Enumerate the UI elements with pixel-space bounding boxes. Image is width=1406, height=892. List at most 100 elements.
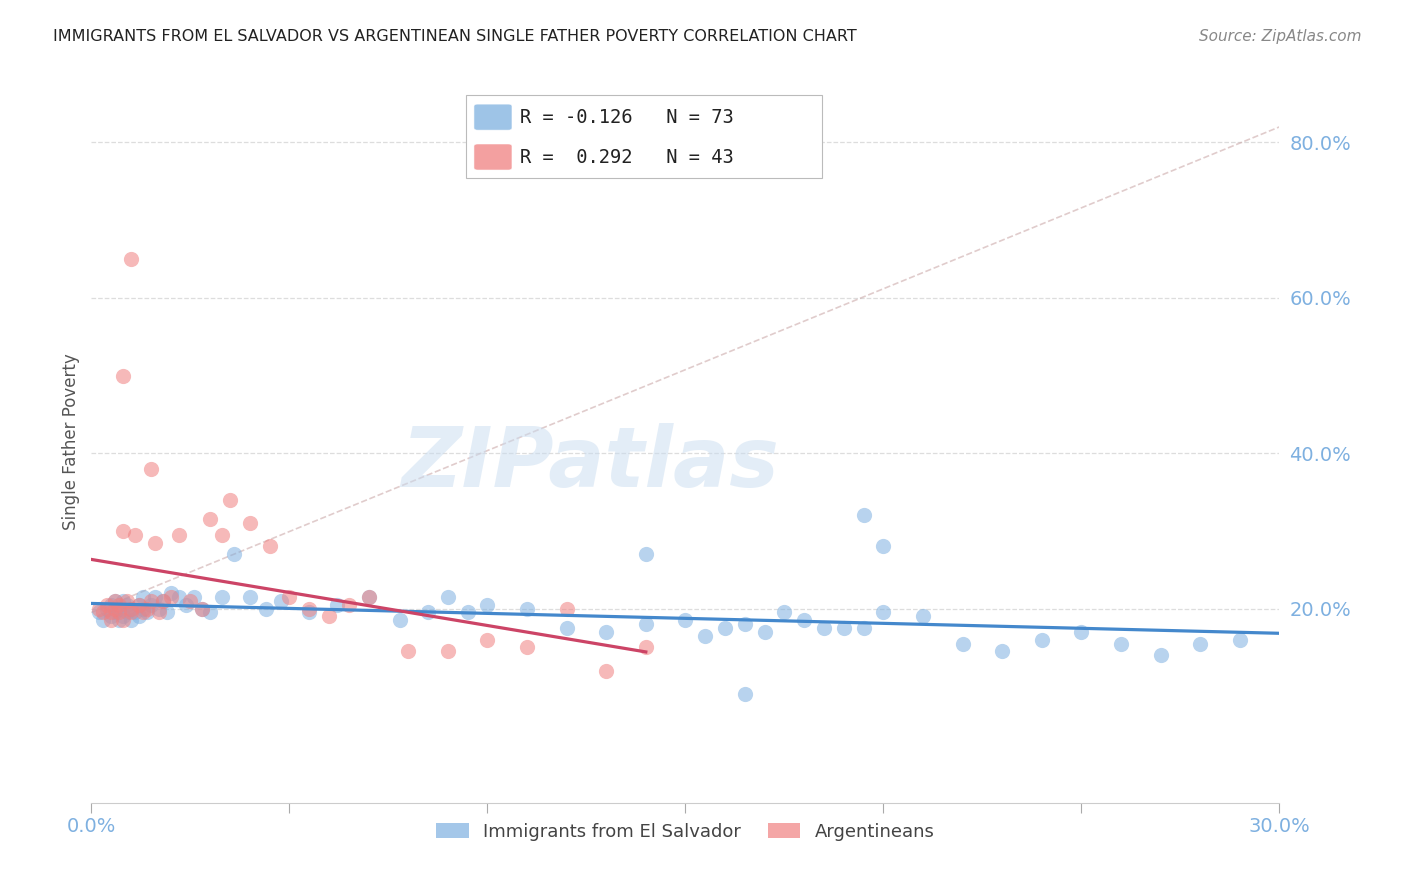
Legend: Immigrants from El Salvador, Argentineans: Immigrants from El Salvador, Argentinean… <box>429 815 942 848</box>
Point <box>298 606 321 620</box>
Point <box>1109 636 1132 650</box>
Point <box>1229 632 1251 647</box>
Point <box>183 590 205 604</box>
Point <box>91 606 114 620</box>
Point <box>115 598 138 612</box>
Text: R = -0.126   N = 73: R = -0.126 N = 73 <box>520 108 734 127</box>
Point <box>108 613 131 627</box>
Point <box>128 598 150 612</box>
Point <box>120 613 142 627</box>
Point <box>135 601 157 615</box>
Point <box>852 508 875 523</box>
Point <box>135 606 157 620</box>
Point <box>734 687 756 701</box>
FancyBboxPatch shape <box>474 104 512 130</box>
Point <box>634 617 657 632</box>
Point <box>152 594 174 608</box>
Point <box>191 601 214 615</box>
Point <box>100 613 122 627</box>
Point <box>143 535 166 549</box>
Point <box>124 528 146 542</box>
Point <box>219 492 242 507</box>
Point <box>115 606 138 620</box>
Point <box>139 594 162 608</box>
Point <box>298 601 321 615</box>
Point <box>100 609 122 624</box>
Point <box>436 644 458 658</box>
Point <box>176 598 198 612</box>
Point <box>259 540 281 554</box>
Point <box>96 601 118 615</box>
Point <box>1189 636 1212 650</box>
Point <box>104 606 127 620</box>
FancyBboxPatch shape <box>474 144 512 170</box>
Point <box>793 613 815 627</box>
Text: R =  0.292   N = 43: R = 0.292 N = 43 <box>520 147 734 167</box>
Point <box>108 598 131 612</box>
Point <box>734 617 756 632</box>
Y-axis label: Single Father Poverty: Single Father Poverty <box>62 353 80 530</box>
Point <box>91 613 114 627</box>
Point <box>104 594 127 608</box>
Point <box>457 606 479 620</box>
Point <box>254 601 277 615</box>
Point <box>200 512 222 526</box>
Point <box>911 609 934 624</box>
Point <box>516 601 538 615</box>
Point <box>112 609 135 624</box>
Point <box>270 594 292 608</box>
Point <box>211 590 233 604</box>
Point <box>139 461 162 475</box>
Point <box>108 601 131 615</box>
Point <box>813 621 835 635</box>
Point <box>555 601 578 615</box>
Point <box>96 598 118 612</box>
Point <box>595 624 617 639</box>
Point <box>1070 624 1092 639</box>
Point <box>852 621 875 635</box>
Point <box>872 606 894 620</box>
Point <box>326 598 349 612</box>
Point <box>436 590 458 604</box>
Point <box>132 601 155 615</box>
Point <box>100 606 122 620</box>
Point <box>132 590 155 604</box>
Point <box>120 601 142 615</box>
Point <box>120 252 142 266</box>
Point <box>695 629 717 643</box>
Point <box>991 644 1014 658</box>
Point <box>115 594 138 608</box>
Point <box>516 640 538 655</box>
Point <box>555 621 578 635</box>
Point <box>112 524 135 538</box>
Point <box>239 590 262 604</box>
Point <box>100 598 122 612</box>
Point <box>191 601 214 615</box>
Point <box>139 598 162 612</box>
Point <box>112 613 135 627</box>
Point <box>148 606 170 620</box>
Point <box>167 528 190 542</box>
Point <box>416 606 439 620</box>
Point <box>634 547 657 561</box>
Point <box>167 590 190 604</box>
Point <box>832 621 855 635</box>
Point <box>200 606 222 620</box>
Point <box>143 590 166 604</box>
Point <box>952 636 974 650</box>
Point <box>872 540 894 554</box>
Point <box>673 613 696 627</box>
Point <box>132 606 155 620</box>
FancyBboxPatch shape <box>465 95 823 178</box>
Text: IMMIGRANTS FROM EL SALVADOR VS ARGENTINEAN SINGLE FATHER POVERTY CORRELATION CHA: IMMIGRANTS FROM EL SALVADOR VS ARGENTINE… <box>53 29 858 45</box>
Point <box>714 621 737 635</box>
Point <box>124 606 146 620</box>
Point <box>389 613 412 627</box>
Point <box>120 606 142 620</box>
Point <box>104 601 127 615</box>
Text: ZIPatlas: ZIPatlas <box>402 423 779 504</box>
Point <box>179 594 201 608</box>
Point <box>128 609 150 624</box>
Point <box>239 516 262 530</box>
Point <box>211 528 233 542</box>
